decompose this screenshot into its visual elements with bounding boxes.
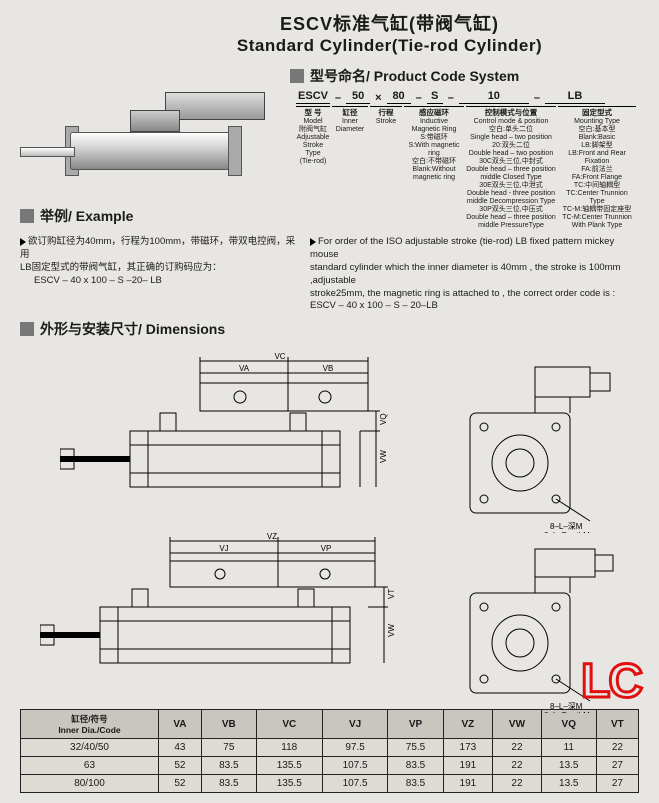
table-cell: 13.5: [541, 757, 596, 775]
svg-text:VT: VT: [387, 589, 396, 599]
table-cell: 107.5: [322, 775, 388, 793]
drawing-end-upper: 8–L–深M 8–L–DepthM: [440, 363, 630, 533]
title-cn: ESCV标准气缸(带阀气缸): [140, 10, 639, 36]
table-cell: 52: [158, 775, 201, 793]
svg-text:VJ: VJ: [219, 544, 228, 553]
table-header: VQ: [541, 710, 596, 739]
code-seg: LB: [545, 90, 605, 104]
table-cell: 22: [493, 757, 542, 775]
section-code: 型号命名/ Product Code System: [290, 66, 639, 86]
svg-text:VC: VC: [274, 353, 285, 361]
drawings-region: VC VA VB VQ: [20, 343, 639, 703]
table-cell: 83.5: [388, 775, 443, 793]
code-seg: 10: [459, 90, 529, 104]
table-row: 635283.5135.5107.583.51912213.527: [21, 757, 639, 775]
table-cell: 118: [256, 739, 322, 757]
code-col: 感应磁环 Inductive Magnetic Ring S:带磁环 S:Wit…: [404, 106, 464, 230]
code-line: ESCV – 50 × 80 – S – 10 – LB: [296, 90, 639, 104]
table-cell: 83.5: [201, 775, 256, 793]
drawing-side-lower: VZ VJ VP VT VW: [40, 533, 400, 703]
watermark: LC: [581, 654, 641, 709]
code-tree: 型 号 Model 附阀气缸 Adjustable Stroke Type (T…: [296, 106, 639, 230]
table-header: VT: [596, 710, 638, 739]
drawing-side-upper: VC VA VB VQ: [60, 353, 390, 523]
table-cell: 13.5: [541, 775, 596, 793]
table-header: VP: [388, 710, 443, 739]
section-example-label: 举例/ Example: [40, 206, 133, 226]
svg-text:VB: VB: [323, 364, 334, 373]
table-cell: 75.5: [388, 739, 443, 757]
code-col: 固定型式 Mounting Type 空白:基本型Blank:Basic LB:…: [558, 106, 636, 230]
table-header: VW: [493, 710, 542, 739]
svg-text:8–L–DepthM: 8–L–DepthM: [544, 531, 590, 533]
table-header: VB: [201, 710, 256, 739]
dimensions-table: 缸径/符号 Inner Dia./CodeVAVBVCVJVPVZVWVQVT …: [20, 709, 639, 793]
table-cell: 22: [493, 739, 542, 757]
table-header: VJ: [322, 710, 388, 739]
triangle-icon: [310, 238, 316, 246]
table-cell: 135.5: [256, 757, 322, 775]
code-col: 行程 Stroke: [370, 106, 402, 230]
table-cell: 32/40/50: [21, 739, 159, 757]
table-cell: 27: [596, 775, 638, 793]
code-col: 控制模式与位置 Control mode & position 空白:单头二位S…: [466, 106, 556, 230]
table-cell: 191: [443, 757, 493, 775]
table-cell: 22: [596, 739, 638, 757]
example-block: 欲订购缸径为40mm，行程为100mm，带磁环，带双电控阀，采用 LB固定型式的…: [20, 236, 639, 313]
table-cell: 83.5: [388, 757, 443, 775]
title-block: ESCV标准气缸(带阀气缸) Standard Cylinder(Tie-rod…: [140, 10, 639, 56]
table-cell: 173: [443, 739, 493, 757]
triangle-icon: [20, 238, 26, 246]
table-cell: 191: [443, 775, 493, 793]
svg-text:8–L–深M: 8–L–深M: [550, 702, 583, 711]
svg-text:VZ: VZ: [267, 533, 277, 541]
table-row: 32/40/50437511897.575.5173221122: [21, 739, 639, 757]
svg-text:VW: VW: [387, 624, 396, 637]
table-row: 80/1005283.5135.5107.583.51912213.527: [21, 775, 639, 793]
table-cell: 83.5: [201, 757, 256, 775]
table-cell: 52: [158, 757, 201, 775]
code-seg: 50: [346, 90, 370, 104]
section-code-label: 型号命名/ Product Code System: [310, 66, 519, 86]
code-col: 型 号 Model 附阀气缸 Adjustable Stroke Type (T…: [296, 106, 330, 230]
svg-text:8–L–DepthM: 8–L–DepthM: [544, 711, 590, 713]
table-header: 缸径/符号 Inner Dia./Code: [21, 710, 159, 739]
section-example: 举例/ Example: [20, 206, 280, 226]
table-cell: 63: [21, 757, 159, 775]
section-dims-label: 外形与安装尺寸/ Dimensions: [40, 319, 225, 339]
table-cell: 22: [493, 775, 542, 793]
table-cell: 107.5: [322, 757, 388, 775]
code-col: 缸径 Inner Diameter: [332, 106, 368, 230]
svg-text:8–L–深M: 8–L–深M: [550, 522, 583, 531]
table-cell: 80/100: [21, 775, 159, 793]
table-cell: 97.5: [322, 739, 388, 757]
svg-text:VP: VP: [321, 544, 332, 553]
svg-text:VW: VW: [379, 450, 388, 463]
table-cell: 43: [158, 739, 201, 757]
table-header: VZ: [443, 710, 493, 739]
code-seg: 80: [387, 90, 411, 104]
table-cell: 75: [201, 739, 256, 757]
table-header: VC: [256, 710, 322, 739]
title-en: Standard Cylinder(Tie-rod Cylinder): [140, 36, 639, 56]
svg-text:VQ: VQ: [379, 414, 388, 426]
table-header: VA: [158, 710, 201, 739]
section-dims: 外形与安装尺寸/ Dimensions: [20, 319, 639, 339]
code-seg: ESCV: [296, 90, 330, 104]
table-cell: 135.5: [256, 775, 322, 793]
table-cell: 11: [541, 739, 596, 757]
product-photo: [20, 62, 275, 202]
code-seg: S: [427, 90, 443, 104]
table-cell: 27: [596, 757, 638, 775]
svg-text:VA: VA: [239, 364, 250, 373]
